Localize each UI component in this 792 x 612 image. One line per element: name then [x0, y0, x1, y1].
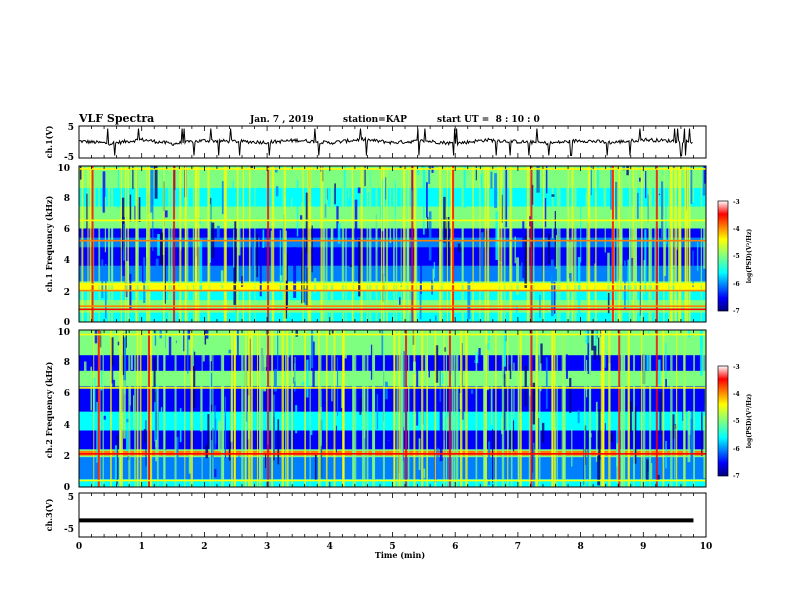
ch3-waveform-ylabel: ch.3(V)	[44, 498, 54, 531]
ch1-spectrogram-ticks	[78, 166, 707, 322]
ch2-colorbar: -3 -4 -5 -6 -7 log(PSD)(V²/Hz)	[717, 364, 753, 480]
ch2-ytick-6: 6	[64, 389, 70, 399]
ch1-waveform-ylabel: ch.1(V)	[44, 125, 54, 158]
cb1-label: log(PSD)(V²/Hz)	[746, 229, 753, 284]
cb2-tick-m5: -5	[733, 418, 740, 425]
cb1-tick-m4: -4	[733, 226, 740, 233]
x-tick-label-2: 2	[201, 542, 207, 552]
ch2-spectrogram-heatmap	[79, 330, 706, 487]
x-tick-label-9: 9	[640, 542, 646, 552]
ch1-ytick-2: 2	[64, 288, 70, 298]
cb2-tick-m6: -6	[733, 446, 740, 453]
cb1-tick-m6: -6	[733, 281, 740, 288]
ch1-ytick-4: 4	[64, 256, 70, 266]
ch1-spectrogram-heatmap	[79, 166, 706, 322]
x-tick-label-3: 3	[264, 542, 270, 552]
ch1-waveform-line	[78, 128, 693, 156]
x-axis-label: Time (min)	[375, 550, 425, 560]
ch2-ytick-0: 0	[64, 483, 70, 493]
x-tick-label-4: 4	[327, 542, 333, 552]
ch2-ytick-4: 4	[64, 421, 70, 431]
ch1-waveform-ticks	[78, 126, 707, 158]
ch1-ytick-8: 8	[64, 194, 70, 204]
ch1-ytick-top: 5	[68, 123, 74, 133]
cb2-label: log(PSD)(V²/Hz)	[746, 394, 753, 449]
cb2-tick-m3: -3	[733, 364, 740, 371]
ch1-ytick-6: 6	[64, 225, 70, 235]
cb2-tick-m4: -4	[733, 391, 740, 398]
cb1-tick-m7: -7	[733, 308, 740, 315]
x-tick-label-7: 7	[515, 542, 521, 552]
start-ut-label: start UT = 8 : 10 : 0	[437, 115, 540, 125]
cb1-tick-m3: -3	[733, 199, 740, 206]
x-tick-label-6: 6	[452, 542, 458, 552]
ch3-waveform-ticks	[78, 493, 707, 537]
cb1-tick-m5: -5	[733, 253, 740, 260]
x-tick-label-8: 8	[577, 542, 583, 552]
ch1-colorbar: -3 -4 -5 -6 -7 log(PSD)(V²/Hz)	[717, 199, 753, 315]
ch1-spectrogram-ylabel: ch.1 Frequency (kHz)	[44, 196, 54, 293]
ch3-waveform-panel: 5 -5 ch.3(V)	[44, 492, 707, 538]
ch1-waveform-panel: 5 -5 ch.1(V)	[44, 123, 707, 163]
ch3-ytick-top: 5	[68, 493, 74, 503]
x-tick-label-1: 1	[139, 542, 145, 552]
x-axis-tick-labels: 0 1 2 3 4 5 6 7 8 9 10	[76, 542, 712, 552]
ch1-ytick-10: 10	[57, 164, 70, 174]
ch1-ytick-0: 0	[64, 318, 70, 328]
x-tick-label-10: 10	[700, 542, 713, 552]
x-tick-label-5: 5	[389, 542, 395, 552]
ch2-spectrogram-ylabel: ch.2 Frequency (kHz)	[44, 362, 54, 459]
cb2-tick-m7: -7	[733, 473, 740, 480]
ch1-ytick-bottom: -5	[64, 153, 74, 163]
ch2-spectrogram-panel: 0 2 4 6 8 10 ch.2 Frequency (kHz)	[44, 328, 707, 493]
x-tick-label-0: 0	[76, 542, 82, 552]
ch2-ytick-10: 10	[57, 328, 70, 338]
ch2-ytick-2: 2	[64, 452, 70, 462]
ch3-ytick-bottom: -5	[64, 525, 74, 535]
figure-title: VLF Spectra	[78, 112, 154, 125]
ch2-ytick-8: 8	[64, 358, 70, 368]
date-label: Jan. 7 , 2019	[249, 115, 314, 125]
station-label: station=KAP	[343, 115, 407, 125]
ch1-spectrogram-panel: 0 2 4 6 8 10 ch.1 Frequency (kHz)	[44, 164, 707, 328]
ch2-spectrogram-ticks	[78, 330, 707, 487]
